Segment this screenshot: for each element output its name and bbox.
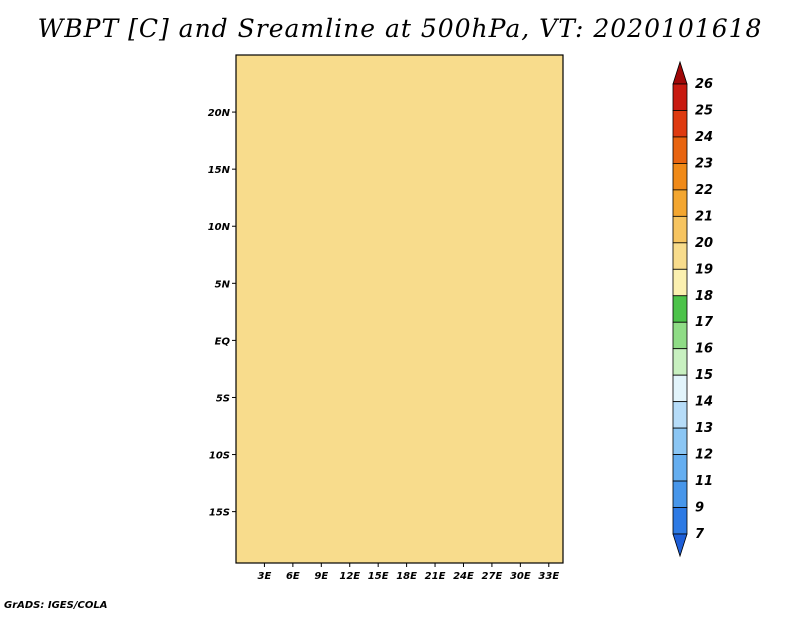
colorbar-bin bbox=[672, 427, 688, 455]
colorbar-bin bbox=[672, 321, 688, 350]
x-tick-label: 15E bbox=[368, 571, 389, 582]
colorbar-label: 11 bbox=[695, 474, 713, 489]
y-tick-label: EQ bbox=[215, 336, 231, 347]
colorbar-label: 16 bbox=[695, 342, 713, 357]
colorbar-bin bbox=[672, 374, 688, 403]
colorbar-label: 22 bbox=[695, 183, 713, 198]
colorbar-bin bbox=[672, 242, 688, 270]
colorbar-label: 15 bbox=[695, 368, 713, 383]
colorbar-label: 18 bbox=[695, 289, 713, 304]
colorbar-label: 19 bbox=[695, 262, 713, 277]
x-tick-label: 30E bbox=[510, 571, 531, 582]
x-tick-label: 24E bbox=[453, 571, 474, 582]
colorbar-bin bbox=[672, 163, 688, 191]
colorbar-bin bbox=[672, 189, 688, 217]
colorbar-bin bbox=[672, 110, 688, 138]
y-tick-label: 15N bbox=[208, 165, 231, 176]
colorbar-label: 24 bbox=[695, 130, 713, 145]
x-tick-label: 21E bbox=[425, 571, 446, 582]
x-axis: 3E 6E 9E 12E 15E 18E 21E 24E 27E 30E 33E bbox=[258, 563, 559, 582]
colorbar-bin bbox=[672, 480, 688, 508]
colorbar-bin bbox=[672, 136, 688, 164]
colorbar-label: 9 bbox=[695, 501, 704, 516]
colorbar-label: 25 bbox=[695, 103, 713, 118]
y-axis: 20N 15N 10N 5N EQ 5S 10S 15S bbox=[208, 108, 236, 519]
colorbar-bin bbox=[672, 454, 688, 482]
y-tick-label: 15S bbox=[209, 508, 230, 519]
colorbar-extend-min bbox=[672, 533, 688, 558]
field-base bbox=[236, 55, 563, 563]
x-tick-label: 9E bbox=[314, 571, 328, 582]
x-tick-label: 3E bbox=[258, 571, 272, 582]
colorbar-label: 23 bbox=[695, 156, 713, 171]
colorbar-label: 17 bbox=[695, 315, 714, 330]
colorbar-label: 20 bbox=[695, 236, 713, 251]
colorbar-extend-max bbox=[672, 60, 688, 85]
x-tick-label: 6E bbox=[286, 571, 300, 582]
colorbar-label: 26 bbox=[695, 77, 713, 92]
colorbar-label: 7 bbox=[695, 527, 705, 542]
x-tick-label: 27E bbox=[482, 571, 503, 582]
x-tick-label: 12E bbox=[339, 571, 360, 582]
grads-credit: GrADS: IGES/COLA bbox=[4, 600, 108, 611]
y-tick-label: 5N bbox=[215, 279, 231, 290]
y-tick-label: 20N bbox=[208, 108, 231, 119]
y-tick-label: 5S bbox=[216, 393, 230, 404]
colorbar-label: 21 bbox=[695, 209, 713, 224]
colorbar-bin bbox=[672, 401, 688, 429]
x-tick-label: 18E bbox=[396, 571, 417, 582]
colorbar-bin bbox=[672, 295, 688, 323]
chart-title: WBPT [C] and Sreamline at 500hPa, VT: 20… bbox=[37, 14, 763, 43]
y-tick-label: 10S bbox=[209, 451, 230, 462]
x-tick-label: 33E bbox=[538, 571, 559, 582]
colorbar-label: 14 bbox=[695, 395, 713, 410]
colorbar-bin bbox=[672, 507, 688, 535]
plot-frame bbox=[235, 54, 564, 564]
colorbar-label: 13 bbox=[695, 421, 713, 436]
colorbar-bin bbox=[672, 348, 688, 376]
colorbar: 7 9 11 12 13 14 15 16 17 18 19 20 21 22 23 24 25 26 bbox=[672, 60, 714, 558]
colorbar-bin bbox=[672, 83, 688, 111]
colorbar-bin bbox=[672, 215, 688, 244]
y-tick-label: 10N bbox=[208, 222, 231, 233]
colorbar-bin bbox=[672, 268, 688, 297]
plot-area bbox=[236, 55, 563, 563]
colorbar-label: 12 bbox=[695, 448, 713, 463]
